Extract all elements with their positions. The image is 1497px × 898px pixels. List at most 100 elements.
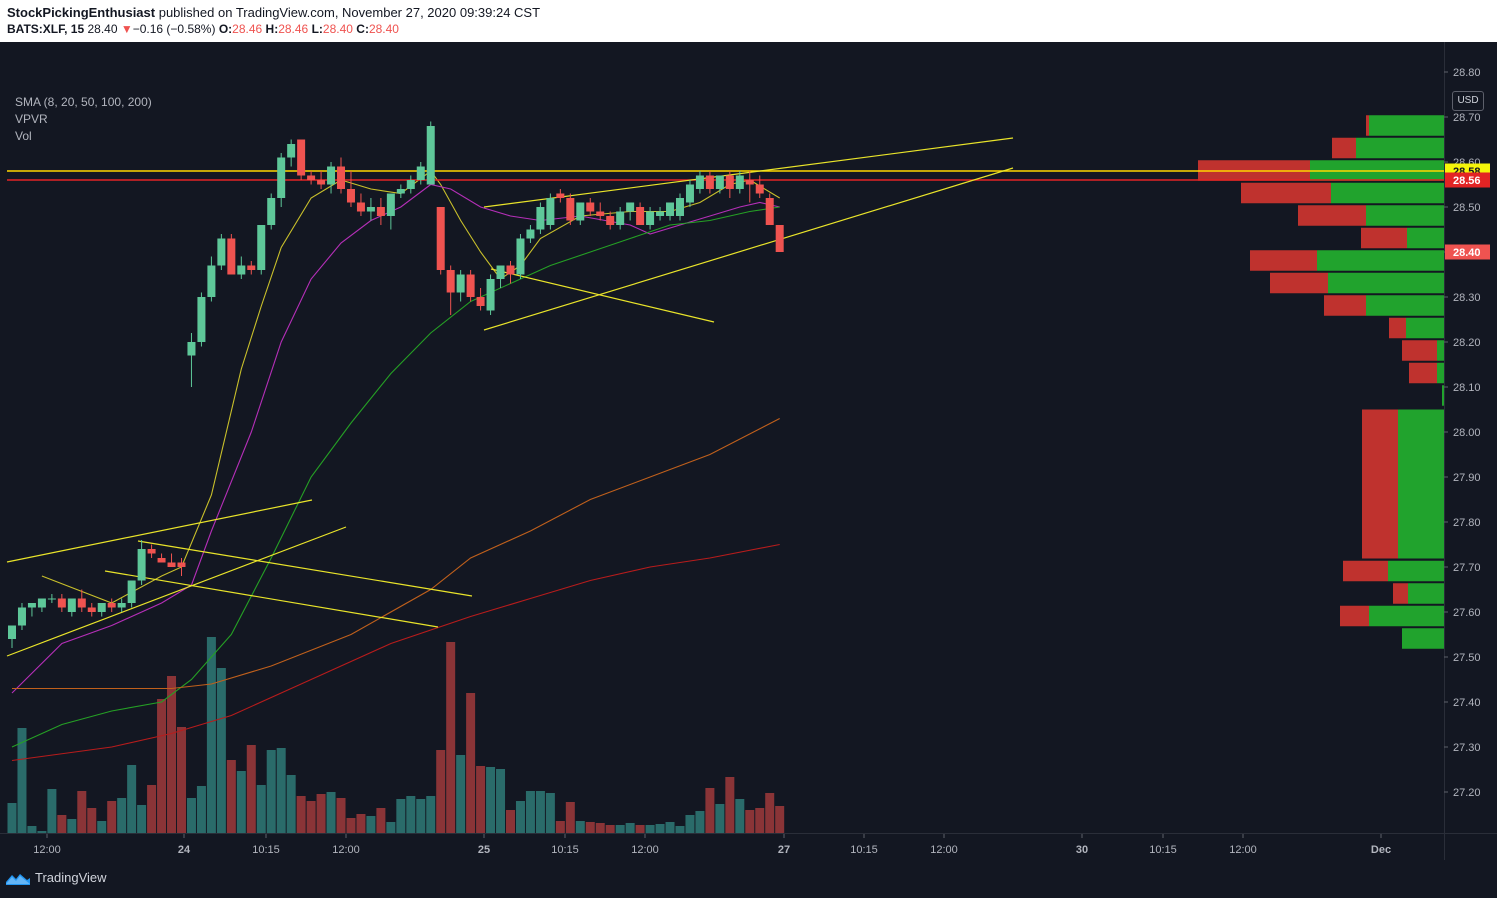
price-tick-label: 28.10 [1453,382,1481,394]
volume-bar [725,777,735,833]
price-tick-label: 27.90 [1453,472,1481,484]
resistance-lines[interactable] [7,170,1444,181]
vpvr-up-bar [1331,182,1444,204]
candle-body [596,211,605,216]
candle-body [257,225,266,270]
candle-body [187,342,196,356]
candle-body [327,166,336,185]
candle-body [247,265,256,270]
vpvr-down-bar [1270,272,1328,294]
candle-body [685,184,694,203]
vol-legend[interactable]: Vol [15,129,32,143]
candle-body [546,198,555,225]
volume-bar [705,788,715,833]
volume-bar [246,745,256,833]
vpvr-up-bar [1317,250,1444,271]
tradingview-brand[interactable]: TradingView [6,870,107,885]
volume-bar [436,750,446,833]
price-axis[interactable]: 28.8028.7028.6028.5028.4028.3028.2028.10… [1444,67,1481,799]
candle-body [57,598,66,608]
volume-bar [206,637,216,833]
published-text: published on TradingView.com, November 2… [158,5,541,20]
change-arrow-icon: ▼ [120,22,133,36]
vpvr-down-bar [1362,409,1398,559]
candlesticks [8,121,784,648]
volume-bar [286,775,296,833]
trendline-pennant[interactable] [490,268,715,323]
candle-body [386,193,395,216]
currency-label[interactable]: USD [1452,91,1484,111]
volume-bar [775,806,785,833]
vpvr-down-bar [1250,250,1317,271]
candle-body [446,270,455,293]
ohlc-line: BATS:XLF, 15 28.40 ▼−0.16 (−0.58%) O:28.… [7,22,399,36]
candle-body [97,603,106,612]
vpvr-up-bar [1437,362,1444,384]
author-name[interactable]: StockPickingEnthusiast [7,5,156,20]
volume-bar [605,825,615,833]
candle-body [107,603,116,608]
vpvr-legend[interactable]: VPVR [15,112,48,126]
vpvr-down-bar [1343,560,1388,582]
trendline-down-2[interactable] [137,540,473,597]
candle-body [556,193,565,198]
chart-area[interactable]: 28.8028.7028.6028.5028.4028.3028.2028.10… [0,42,1497,860]
trendline-upper-left[interactable] [6,499,313,563]
candle-body [506,265,515,275]
vpvr-down-bar [1332,137,1356,159]
vpvr-up-bar [1356,137,1444,159]
trendlines[interactable] [6,137,1014,657]
candle-body [486,279,495,311]
trendline-channel-bottom[interactable] [483,167,1014,331]
candle-body [616,211,625,225]
sma-legend[interactable]: SMA (8, 20, 50, 100, 200) [15,95,152,109]
time-tick-label: Dec [1371,844,1391,856]
vpvr-up-bar [1406,317,1444,339]
trendline-channel-top[interactable] [483,137,1014,208]
candle-body [27,603,36,608]
candle-body [167,562,176,567]
time-tick-label: 12:00 [332,844,360,856]
candle-body [117,603,126,608]
candle-body [277,157,286,198]
volume-bar [346,818,356,833]
low-value: 28.40 [322,22,353,36]
volume-bar [446,642,456,833]
trendline-lower-left[interactable] [6,526,347,657]
volume-bar [57,815,67,833]
candle-body [137,549,146,581]
volume-bar [655,824,665,833]
symbol-label: BATS:XLF, 15 [7,22,85,36]
price-tick-label: 28.20 [1453,337,1481,349]
volume-bar [625,823,635,833]
volume-bar [216,668,226,833]
candle-body [177,562,186,567]
vpvr-up-bar [1407,227,1444,249]
volume-bar [406,796,416,833]
candle-body [715,175,724,189]
candle-body [67,598,76,612]
chart-canvas[interactable]: 28.8028.7028.6028.5028.4028.3028.2028.10… [0,42,1497,860]
time-axis[interactable]: 12:00 24 10:15 12:00 25 10:15 12:00 27 10:15 12:0… [33,834,1391,856]
price-change: −0.16 (−0.58%) [132,22,216,36]
sma-lines [11,170,780,762]
price-tick-label: 27.40 [1453,697,1481,709]
candle-body [376,207,385,216]
volume-bar [426,796,436,833]
volume-bars [7,637,785,833]
volume-bar [97,821,107,833]
last-price: 28.40 [87,22,118,36]
volume-bar [196,786,206,833]
volume-bar [565,802,575,833]
price-tick-label: 28.80 [1453,67,1481,79]
time-tick-label: 10:15 [1149,844,1177,856]
time-tick-label: 12:00 [631,844,659,856]
candle-body [536,207,545,230]
volume-bar [306,801,316,833]
candle-body [207,265,216,297]
volume-bar [396,799,406,833]
sma-50-line [11,206,780,748]
vpvr-up-bar [1398,409,1444,559]
candle-body [416,166,425,180]
trendline-down-1[interactable] [104,570,439,628]
